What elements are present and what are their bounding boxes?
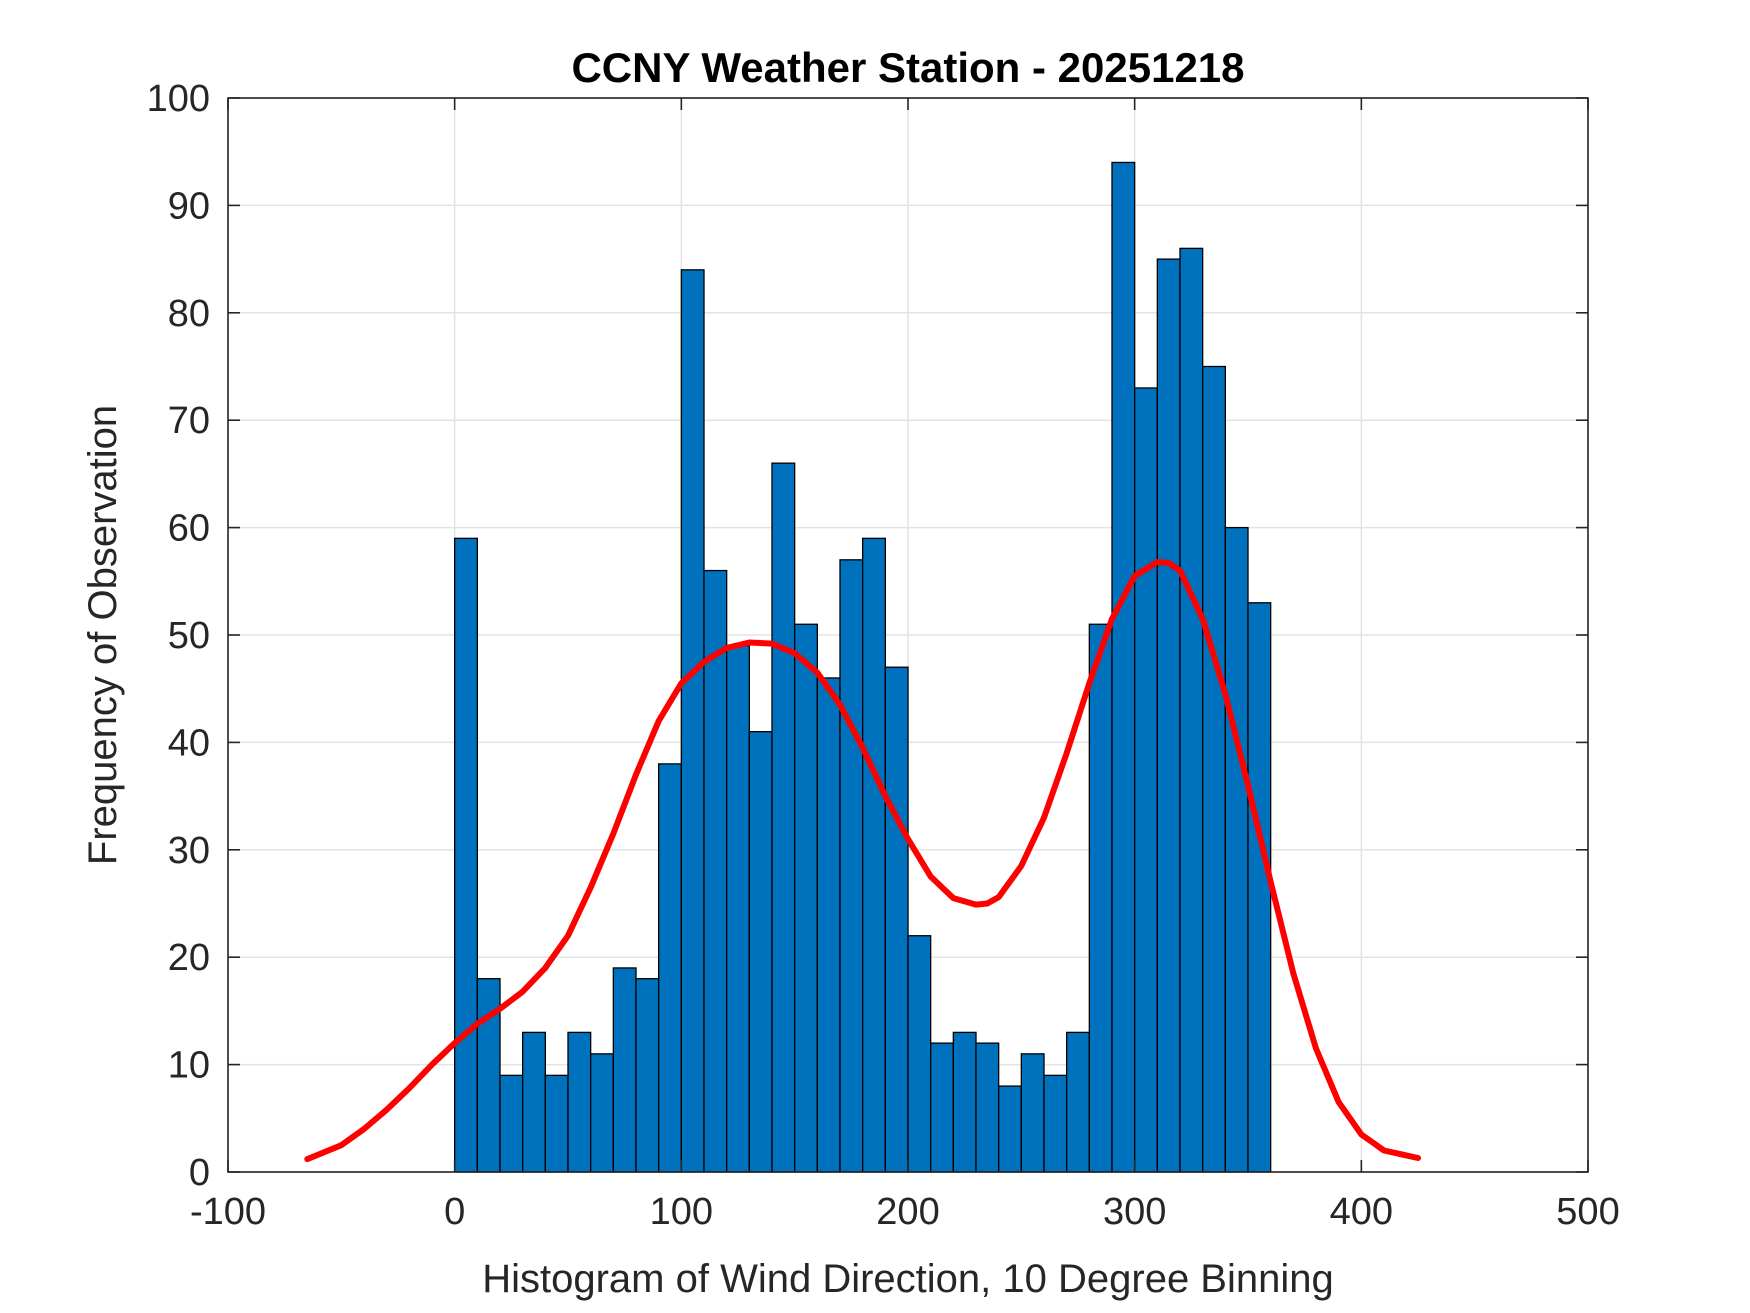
- y-tick-label: 50: [168, 615, 210, 657]
- fit-curve-line: [304, 559, 1421, 1163]
- histogram-bar: [998, 1085, 1022, 1173]
- histogram-bar: [771, 462, 796, 1173]
- y-tick-label: 100: [147, 78, 210, 120]
- histogram-bar: [1224, 526, 1249, 1173]
- y-tick-label: 90: [168, 185, 210, 227]
- x-tick-label: 0: [444, 1191, 465, 1233]
- x-tick-label: 500: [1556, 1191, 1619, 1233]
- histogram-bar: [680, 269, 705, 1173]
- chart-title: CCNY Weather Station - 20251218: [571, 44, 1244, 91]
- histogram-bar: [1247, 602, 1272, 1173]
- histogram-bar: [839, 559, 864, 1173]
- histogram-bar: [1111, 161, 1136, 1173]
- y-axis-label: Frequency of Observation: [81, 405, 125, 865]
- histogram-bar: [1156, 258, 1181, 1173]
- y-tick-label: 70: [168, 400, 210, 442]
- histogram-bar: [862, 537, 886, 1173]
- histogram-bar: [658, 763, 682, 1173]
- y-tick-label: 10: [168, 1045, 210, 1087]
- histogram-bar: [1179, 247, 1204, 1173]
- tick-labels: -100 0 100 200 300 400 50001020304050607080901…: [147, 78, 1620, 1233]
- histogram-bar: [590, 1053, 614, 1173]
- histogram-bar: [454, 537, 478, 1173]
- x-axis-label: Histogram of Wind Direction, 10 Degree B…: [482, 1257, 1334, 1301]
- histogram-bar: [567, 1031, 592, 1173]
- y-tick-label: 40: [168, 722, 210, 764]
- axes: [227, 97, 1589, 1173]
- histogram-bar: [612, 967, 637, 1173]
- histogram-bar: [975, 1042, 1000, 1173]
- histogram-bar: [816, 677, 841, 1173]
- y-tick-label: 80: [168, 293, 210, 335]
- histogram-bar: [748, 731, 773, 1173]
- y-tick-label: 0: [189, 1152, 210, 1194]
- histogram-bar: [1088, 623, 1113, 1173]
- histogram-bar: [522, 1031, 546, 1173]
- fit-curve-layer: [304, 559, 1421, 1163]
- histogram-bar: [1066, 1031, 1090, 1173]
- x-tick-label: -100: [190, 1191, 266, 1233]
- histogram-bar: [884, 666, 909, 1173]
- y-tick-label: 60: [168, 508, 210, 550]
- histogram-bar: [952, 1031, 977, 1173]
- histogram-bar: [930, 1042, 954, 1173]
- histogram-bar: [1134, 387, 1158, 1173]
- histogram-bar: [794, 623, 818, 1173]
- histogram-bar: [907, 935, 932, 1173]
- y-tick-label: 30: [168, 830, 210, 872]
- histogram-bar: [1043, 1074, 1068, 1173]
- x-tick-label: 100: [650, 1191, 713, 1233]
- x-tick-label: 400: [1330, 1191, 1393, 1233]
- y-tick-label: 20: [168, 937, 210, 979]
- histogram-bars: [454, 161, 1272, 1173]
- histogram-bar: [635, 978, 660, 1173]
- histogram-bar: [499, 1074, 524, 1173]
- histogram-bar: [1020, 1053, 1045, 1173]
- x-tick-label: 200: [876, 1191, 939, 1233]
- histogram-bar: [1202, 365, 1226, 1173]
- x-tick-label: 300: [1103, 1191, 1166, 1233]
- histogram-bar: [726, 645, 750, 1173]
- histogram-bar: [544, 1074, 569, 1173]
